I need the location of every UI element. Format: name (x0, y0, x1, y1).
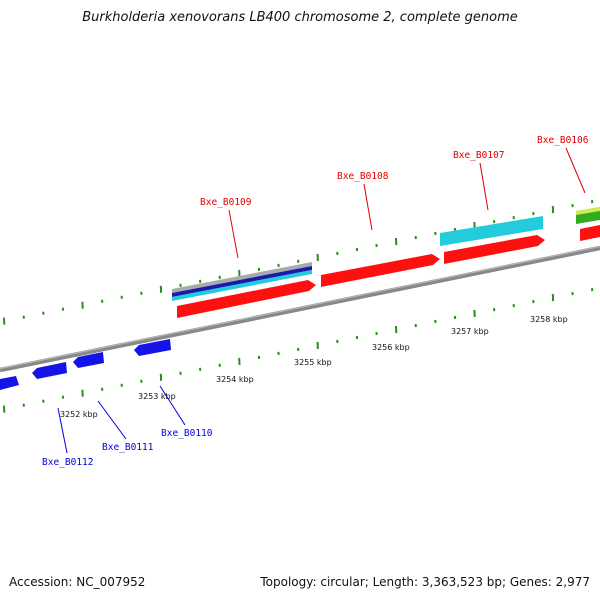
scale-label: 3252 kbp (60, 410, 98, 419)
cds-b0111 (73, 352, 104, 368)
scale-label: 3253 kbp (138, 392, 176, 401)
leader-line (159, 385, 186, 426)
feature-cyan-b0107 (440, 216, 543, 246)
gene-label-b0106: Bxe_B0106 (537, 135, 589, 146)
map-title: Burkholderia xenovorans LB400 chromosome… (82, 10, 518, 25)
cds-b0107 (444, 235, 545, 264)
gene-label-b0109: Bxe_B0109 (200, 197, 252, 208)
gene-label-b0110: Bxe_B0110 (161, 428, 213, 439)
genome-summary: Topology: circular; Length: 3,363,523 bp… (260, 575, 590, 589)
scale-labels: 3252 kbp 3253 kbp 3254 kbp 3255 kbp 3256… (60, 315, 568, 419)
cds-b0106 (580, 225, 600, 241)
leader-line (228, 209, 239, 259)
cds-b0112 (32, 362, 67, 379)
scale-label: 3256 kbp (372, 343, 410, 352)
leader-line (97, 400, 127, 440)
feature-track-b0109 (172, 262, 312, 301)
lower-tick-ring (3, 288, 594, 413)
scale-label: 3254 kbp (216, 375, 254, 384)
gene-label-b0111: Bxe_B0111 (102, 442, 154, 453)
scale-label: 3257 kbp (451, 327, 489, 336)
feature-gray-bar (172, 262, 312, 293)
leader-line (565, 147, 586, 194)
cds-b0110 (134, 339, 171, 356)
backbone (0, 245, 600, 373)
backbone-highlight (0, 246, 600, 370)
gene-label-b0112: Bxe_B0112 (42, 457, 93, 468)
feature-cyan-bar (172, 270, 312, 301)
scale-label: 3255 kbp (294, 358, 332, 367)
reverse-gene-labels: Bxe_B0112 Bxe_B0111 Bxe_B0110 (42, 385, 213, 468)
feature-lime-b0106 (576, 207, 600, 215)
upper-tick-ring (3, 200, 594, 325)
cds-b0113 (0, 376, 19, 390)
leader-line (479, 162, 489, 211)
leader-line (57, 407, 68, 454)
feature-navy-bar (172, 266, 312, 297)
gene-label-b0108: Bxe_B0108 (337, 171, 389, 182)
forward-gene-labels: Bxe_B0109 Bxe_B0108 Bxe_B0107 Bxe_B0106 (200, 135, 589, 259)
cds-b0109 (177, 280, 316, 318)
gene-label-b0107: Bxe_B0107 (453, 150, 504, 161)
leader-line (363, 183, 373, 231)
cds-b0108 (321, 254, 440, 287)
accession-label: Accession: NC_007952 (9, 575, 146, 589)
scale-label: 3258 kbp (530, 315, 568, 324)
